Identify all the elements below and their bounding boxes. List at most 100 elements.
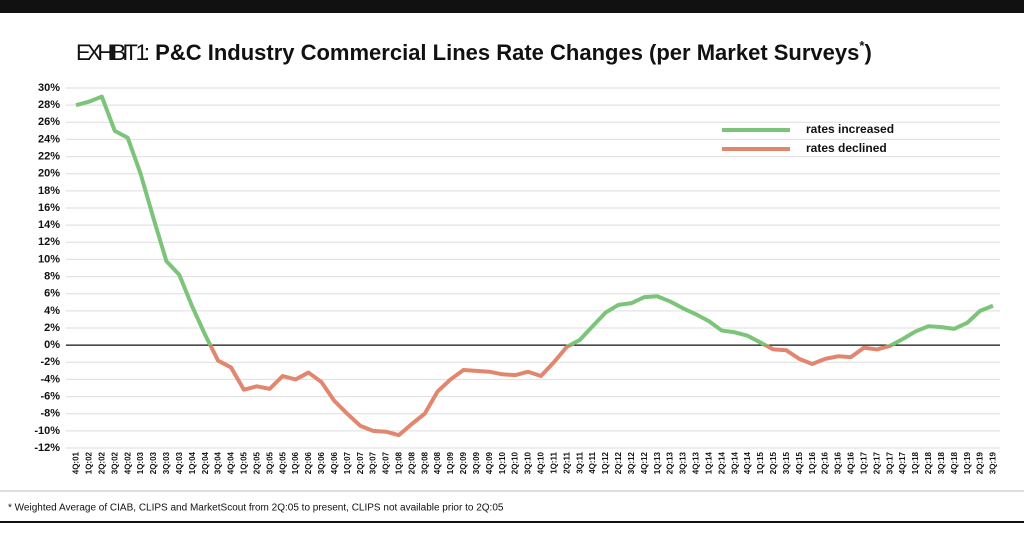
x-tick-label: 3Q:15: [782, 451, 791, 474]
x-tick-label: 3Q:04: [214, 451, 223, 474]
x-tick-label: 1Q:09: [446, 451, 455, 474]
top-bar: [0, 0, 1024, 13]
x-tick-label: 1Q:06: [291, 451, 300, 474]
x-tick-label: 2Q:02: [97, 451, 106, 474]
title-main: P&C Industry Commercial Lines Rate Chang…: [155, 40, 859, 65]
x-tick-label: 2Q:15: [769, 451, 778, 474]
y-tick-label: 14%: [38, 219, 60, 231]
y-tick-label: 24%: [38, 133, 60, 145]
title-mark: *: [859, 38, 865, 53]
line-below: [208, 345, 896, 438]
x-tick-label: 4Q:02: [123, 451, 132, 474]
x-tick-label: 4Q:14: [743, 451, 752, 474]
x-tick-label: 1Q:05: [240, 451, 249, 474]
x-tick-label: 4Q:13: [692, 451, 701, 474]
x-tick-label: 3Q:03: [162, 451, 171, 474]
x-tick-label: 4Q:15: [795, 451, 804, 474]
x-tick-label: 1Q:07: [343, 451, 352, 474]
x-tick-label: 4Q:01: [72, 451, 81, 474]
y-tick-label: -12%: [34, 442, 60, 454]
x-tick-label: 2Q:08: [407, 451, 416, 474]
x-tick-label: 4Q:17: [898, 451, 907, 474]
y-tick-label: 22%: [38, 150, 60, 162]
x-tick-label: 3Q:12: [627, 451, 636, 474]
x-tick-label: 4Q:18: [950, 451, 959, 474]
x-tick-label: 2Q:19: [976, 451, 985, 474]
y-tick-label: 18%: [38, 185, 60, 197]
y-tick-label: 4%: [44, 305, 60, 317]
x-tick-label: 1Q:10: [498, 451, 507, 474]
chart-title: EXHIBIT 1: P&C Industry Commercial Lines…: [76, 38, 872, 64]
x-tick-label: 3Q:16: [834, 451, 843, 474]
x-tick-label: 4Q:06: [330, 451, 339, 474]
x-tick-label: 3Q:08: [420, 451, 429, 474]
x-tick-label: 2Q:14: [717, 451, 726, 474]
title-prefix: EXHIBIT 1:: [76, 40, 150, 65]
x-tick-label: 2Q:09: [459, 451, 468, 474]
x-tick-label: 2Q:03: [149, 451, 158, 474]
x-tick-label: 4Q:12: [640, 451, 649, 474]
y-tick-label: -6%: [40, 390, 60, 402]
x-tick-label: 4Q:16: [847, 451, 856, 474]
y-tick-label: 2%: [44, 322, 60, 334]
title-end: ): [864, 40, 871, 65]
x-tick-label: 4Q:10: [537, 451, 546, 474]
y-tick-label: -2%: [40, 356, 60, 368]
x-tick-label: 2Q:17: [872, 451, 881, 474]
y-tick-label: 28%: [38, 99, 60, 111]
legend-label: rates increased: [806, 122, 894, 136]
x-tick-label: 3Q:14: [730, 451, 739, 474]
y-tick-label: 8%: [44, 270, 60, 282]
x-tick-label: 3Q:05: [265, 451, 274, 474]
footnote: * Weighted Average of CIAB, CLIPS and Ma…: [8, 503, 504, 514]
x-tick-label: 3Q:11: [575, 451, 584, 473]
x-tick-label: 1Q:12: [601, 451, 610, 474]
x-tick-label: 1Q:18: [911, 451, 920, 474]
x-tick-label: 1Q:03: [136, 451, 145, 474]
x-tick-label: 1Q:13: [653, 451, 662, 474]
x-tick-label: 2Q:12: [614, 451, 623, 474]
x-tick-label: 3Q:17: [885, 451, 894, 474]
x-tick-label: 3Q:19: [989, 451, 998, 474]
y-tick-label: -4%: [40, 373, 60, 385]
legend-label: rates declined: [806, 141, 887, 155]
x-tick-label: 2Q:05: [252, 451, 261, 474]
x-tick-label: 3Q:07: [369, 451, 378, 474]
y-tick-label: 12%: [38, 236, 60, 248]
x-tick-label: 1Q:16: [808, 451, 817, 474]
y-tick-label: -8%: [40, 408, 60, 420]
x-tick-label: 1Q:17: [859, 451, 868, 474]
x-tick-label: 4Q:03: [175, 451, 184, 474]
x-tick-label: 1Q:11: [549, 451, 558, 473]
x-tick-label: 3Q:09: [472, 451, 481, 474]
x-tick-label: 2Q:18: [924, 451, 933, 474]
x-tick-label: 4Q:08: [433, 451, 442, 474]
x-tick-label: 4Q:11: [588, 451, 597, 473]
y-tick-label: 10%: [38, 253, 60, 265]
x-tick-label: 4Q:04: [227, 451, 236, 474]
y-tick-label: 0%: [44, 339, 60, 351]
x-tick-label: 1Q:08: [394, 451, 403, 474]
x-tick-label: 1Q:04: [188, 451, 197, 474]
x-tick-label: 1Q:19: [963, 451, 972, 474]
x-tick-label: 4Q:07: [382, 451, 391, 474]
y-tick-label: 30%: [38, 82, 60, 94]
x-tick-label: 2Q:16: [821, 451, 830, 474]
x-tick-label: 3Q:18: [937, 451, 946, 474]
x-tick-label: 1Q:02: [85, 451, 94, 474]
x-tick-label: 3Q:10: [524, 451, 533, 474]
x-tick-label: 1Q:14: [704, 451, 713, 474]
x-tick-label: 3Q:13: [679, 451, 688, 474]
x-tick-label: 2Q:06: [304, 451, 313, 474]
y-tick-label: 26%: [38, 116, 60, 128]
y-tick-label: 6%: [44, 288, 60, 300]
x-tick-label: 2Q:04: [201, 451, 210, 474]
x-tick-label: 3Q:06: [317, 451, 326, 474]
x-tick-label: 3Q:02: [110, 451, 119, 474]
x-tick-label: 2Q:07: [356, 451, 365, 474]
x-tick-label: 2Q:11: [562, 451, 571, 473]
x-tick-label: 1Q:15: [756, 451, 765, 474]
x-tick-label: 2Q:10: [511, 451, 520, 474]
x-tick-label: 4Q:05: [278, 451, 287, 474]
